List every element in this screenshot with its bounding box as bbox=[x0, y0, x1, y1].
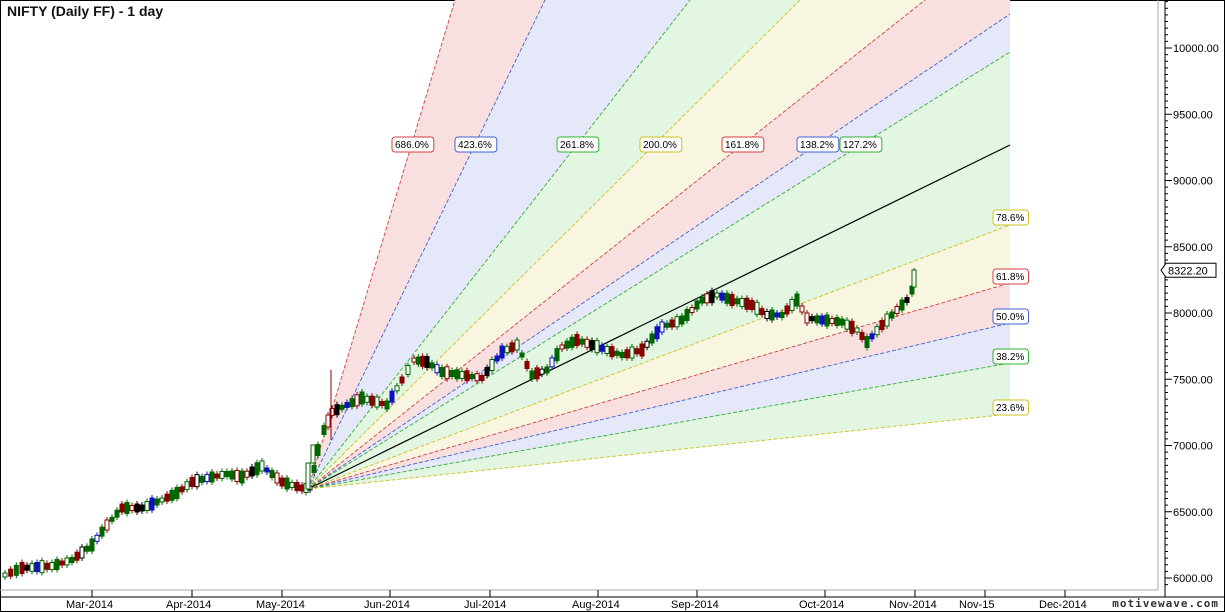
svg-text:261.8%: 261.8% bbox=[560, 140, 594, 151]
fan-label-50-0pct: 50.0% bbox=[992, 308, 1029, 325]
svg-text:138.2%: 138.2% bbox=[800, 140, 834, 151]
y-tick-label: 7000.00 bbox=[1173, 441, 1213, 453]
y-tick-label: 9000.00 bbox=[1173, 176, 1213, 188]
chart-title: NIFTY (Daily FF) - 1 day bbox=[7, 3, 164, 19]
fan-label-138-2pct: 138.2% bbox=[796, 136, 840, 153]
x-tick-label: May-2014 bbox=[256, 599, 305, 611]
svg-text:686.0%: 686.0% bbox=[395, 140, 429, 151]
x-tick-label: Sep-2014 bbox=[671, 599, 719, 611]
x-tick-label: Nov-2014 bbox=[889, 599, 937, 611]
fibonacci-fan bbox=[307, 0, 1011, 490]
fan-label-423-6pct: 423.6% bbox=[454, 136, 498, 153]
svg-text:61.8%: 61.8% bbox=[996, 272, 1024, 283]
fan-label-127-2pct: 127.2% bbox=[839, 136, 883, 153]
y-tick-label: 10000.00 bbox=[1173, 43, 1219, 55]
x-tick-label: Nov-15 bbox=[959, 599, 994, 611]
x-tick-label: Jul-2014 bbox=[464, 599, 506, 611]
svg-text:423.6%: 423.6% bbox=[458, 140, 492, 151]
y-tick-label: 6000.00 bbox=[1173, 573, 1213, 585]
y-tick-label: 8000.00 bbox=[1173, 308, 1213, 320]
x-tick-label: Apr-2014 bbox=[166, 599, 211, 611]
svg-text:50.0%: 50.0% bbox=[996, 312, 1024, 323]
fan-label-38-2pct: 38.2% bbox=[992, 348, 1029, 365]
fan-label-200-0pct: 200.0% bbox=[639, 136, 683, 153]
last-price-tag: 8322.20 bbox=[1160, 262, 1217, 278]
y-tick-label: 9500.00 bbox=[1173, 109, 1213, 121]
fan-label-261-8pct: 261.8% bbox=[556, 136, 600, 153]
x-tick-label: Oct-2014 bbox=[799, 599, 844, 611]
candlesticks bbox=[2, 268, 917, 580]
y-tick-label: 6500.00 bbox=[1173, 507, 1213, 519]
y-tick-label: 7500.00 bbox=[1173, 374, 1213, 386]
svg-text:23.6%: 23.6% bbox=[996, 403, 1024, 414]
svg-text:8322.20: 8322.20 bbox=[1168, 265, 1208, 277]
fan-label-78-6pct: 78.6% bbox=[992, 209, 1029, 226]
fan-label-61-8pct: 61.8% bbox=[992, 268, 1029, 285]
x-tick-label: Aug-2014 bbox=[572, 599, 620, 611]
fan-label-23-6pct: 23.6% bbox=[992, 399, 1029, 416]
fan-label-161-8pct: 161.8% bbox=[721, 136, 765, 153]
x-tick-label: Dec-2014 bbox=[1039, 599, 1087, 611]
y-tick-label: 8500.00 bbox=[1173, 242, 1213, 254]
svg-text:127.2%: 127.2% bbox=[843, 140, 877, 151]
x-tick-label: Mar-2014 bbox=[66, 599, 113, 611]
svg-text:38.2%: 38.2% bbox=[996, 352, 1024, 363]
svg-text:78.6%: 78.6% bbox=[996, 213, 1024, 224]
y-axis[interactable]: 6000.00 6500.00 7000.00 7500.00 8000.00 8500.… bbox=[1157, 0, 1219, 597]
x-axis[interactable]: Mar-2014 Apr-2014 May-2014 Jun-2014 Jul-2014… bbox=[0, 589, 1225, 611]
svg-text:200.0%: 200.0% bbox=[643, 140, 677, 151]
brand-watermark: motivewave.com bbox=[1112, 597, 1219, 610]
svg-text:161.8%: 161.8% bbox=[725, 140, 759, 151]
x-tick-label: Jun-2014 bbox=[364, 599, 410, 611]
fan-label-686-0pct: 686.0% bbox=[391, 136, 435, 153]
